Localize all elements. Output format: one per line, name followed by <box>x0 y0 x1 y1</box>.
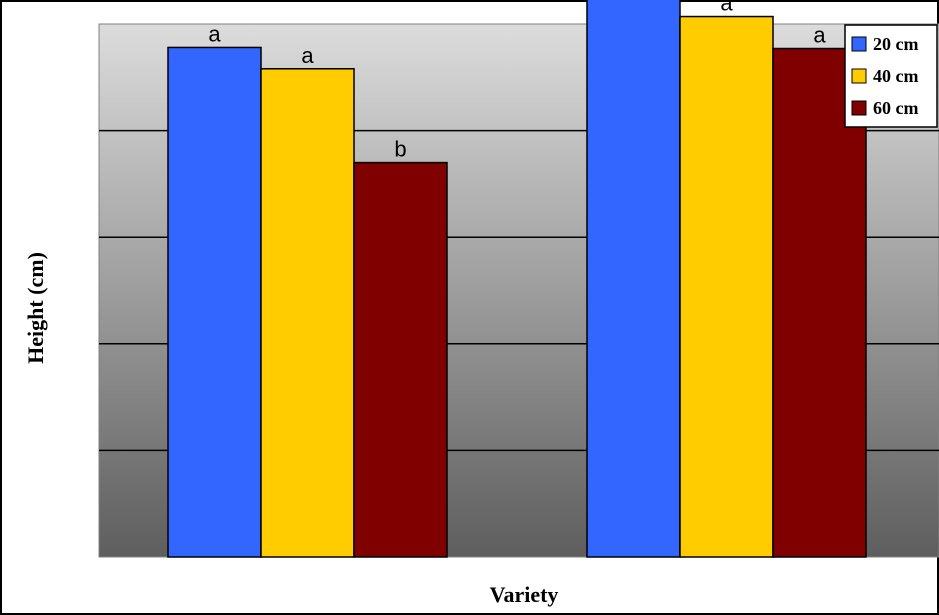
bar <box>261 69 354 557</box>
bar <box>168 47 261 557</box>
y-axis-title: Height (cm) <box>23 252 48 364</box>
legend-label: 20 cm <box>873 34 918 54</box>
legend: 20 cm 40 cm 60 cm <box>845 25 937 127</box>
legend-label: 60 cm <box>873 98 918 118</box>
bar-label: a <box>720 0 733 16</box>
x-axis-title: Variety <box>490 582 559 607</box>
legend-swatch <box>852 69 866 83</box>
bar <box>680 17 773 557</box>
bar <box>587 0 680 557</box>
bar-label: b <box>394 137 406 162</box>
legend-swatch <box>852 37 866 51</box>
bar-label: a <box>301 43 314 68</box>
bar <box>354 163 447 557</box>
bar-label: a <box>813 23 826 48</box>
legend-label: 40 cm <box>873 66 918 86</box>
bar-label: a <box>208 21 221 46</box>
legend-swatch <box>852 101 866 115</box>
